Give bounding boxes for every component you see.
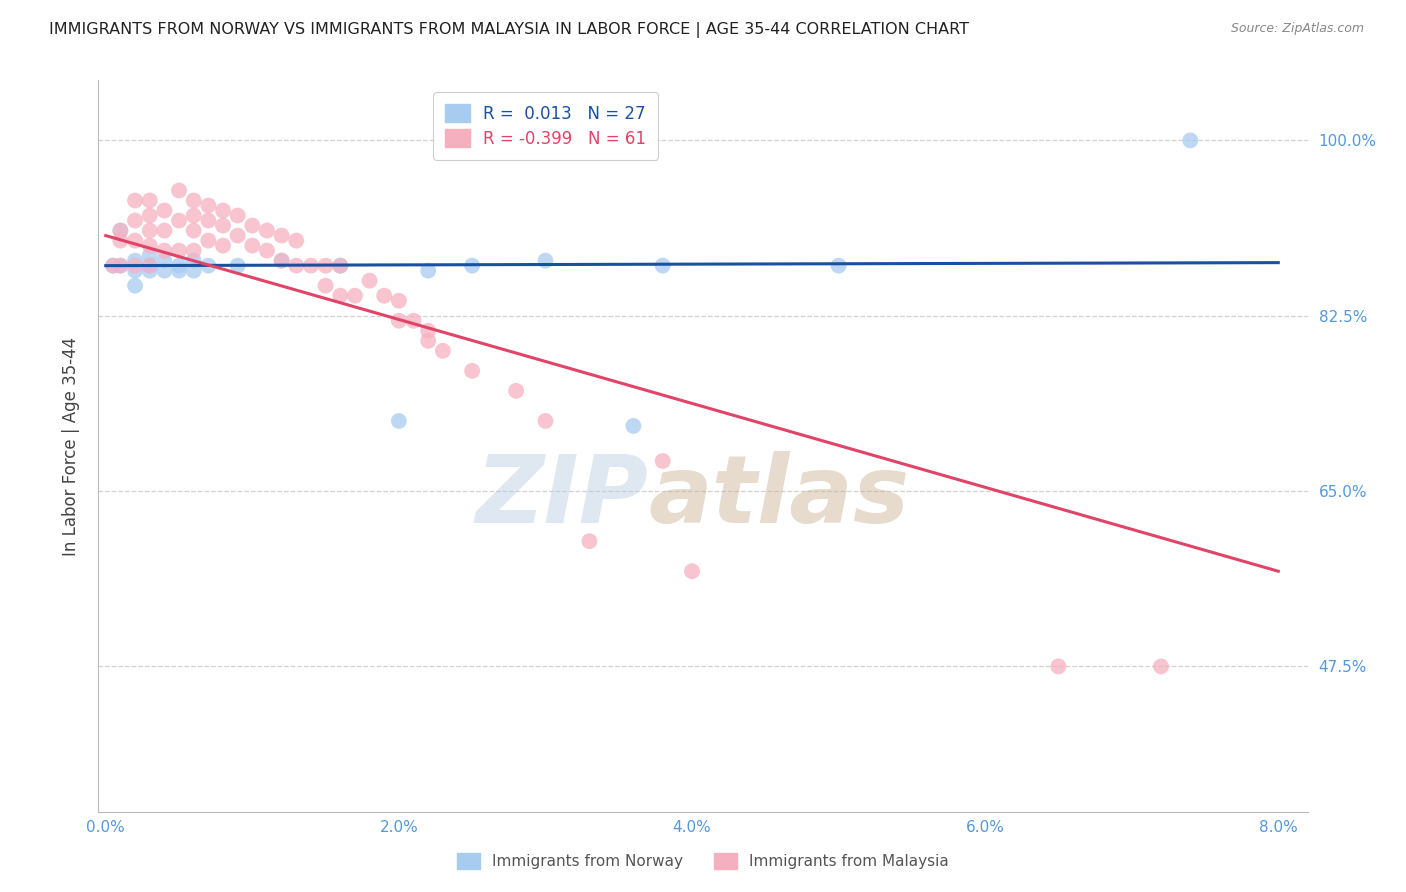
- Text: atlas: atlas: [648, 451, 910, 543]
- Point: [1150, 659, 1173, 673]
- Point: [101, 259, 124, 273]
- Legend: R =  0.013   N = 27, R = -0.399   N = 61: R = 0.013 N = 27, R = -0.399 N = 61: [433, 92, 658, 160]
- Point: [256, 223, 278, 237]
- Point: [388, 293, 411, 308]
- Point: [388, 414, 411, 428]
- Point: [183, 194, 205, 208]
- Point: [167, 263, 190, 277]
- Point: [197, 259, 219, 273]
- Point: [153, 223, 176, 237]
- Point: [138, 263, 160, 277]
- Point: [101, 259, 124, 273]
- Point: [402, 314, 425, 328]
- Point: [138, 249, 160, 263]
- Point: [153, 263, 176, 277]
- Text: ZIP: ZIP: [475, 451, 648, 543]
- Point: [651, 454, 673, 468]
- Point: [1180, 133, 1202, 147]
- Point: [110, 259, 132, 273]
- Text: IMMIGRANTS FROM NORWAY VS IMMIGRANTS FROM MALAYSIA IN LABOR FORCE | AGE 35-44 CO: IMMIGRANTS FROM NORWAY VS IMMIGRANTS FRO…: [49, 22, 969, 38]
- Point: [153, 253, 176, 268]
- Text: Source: ZipAtlas.com: Source: ZipAtlas.com: [1230, 22, 1364, 36]
- Point: [212, 219, 235, 233]
- Point: [226, 209, 249, 223]
- Point: [418, 324, 440, 338]
- Point: [153, 203, 176, 218]
- Point: [197, 198, 219, 212]
- Point: [578, 534, 600, 549]
- Y-axis label: In Labor Force | Age 35-44: In Labor Force | Age 35-44: [62, 336, 80, 556]
- Point: [110, 234, 132, 248]
- Point: [621, 419, 644, 434]
- Point: [124, 234, 146, 248]
- Point: [461, 259, 484, 273]
- Point: [388, 314, 411, 328]
- Point: [329, 259, 352, 273]
- Point: [138, 209, 160, 223]
- Point: [534, 253, 557, 268]
- Point: [167, 213, 190, 227]
- Point: [681, 564, 703, 578]
- Point: [197, 213, 219, 227]
- Point: [329, 289, 352, 303]
- Point: [285, 234, 308, 248]
- Point: [124, 213, 146, 227]
- Point: [124, 263, 146, 277]
- Point: [138, 238, 160, 252]
- Point: [183, 209, 205, 223]
- Point: [183, 253, 205, 268]
- Point: [651, 259, 673, 273]
- Point: [505, 384, 527, 398]
- Point: [343, 289, 366, 303]
- Point: [138, 259, 160, 273]
- Point: [270, 253, 292, 268]
- Point: [461, 364, 484, 378]
- Point: [110, 259, 132, 273]
- Point: [124, 253, 146, 268]
- Point: [124, 194, 146, 208]
- Point: [183, 223, 205, 237]
- Point: [138, 194, 160, 208]
- Point: [226, 259, 249, 273]
- Point: [256, 244, 278, 258]
- Point: [226, 228, 249, 243]
- Point: [183, 263, 205, 277]
- Point: [110, 223, 132, 237]
- Point: [418, 263, 440, 277]
- Point: [315, 278, 337, 293]
- Point: [197, 234, 219, 248]
- Point: [167, 184, 190, 198]
- Point: [270, 228, 292, 243]
- Point: [270, 253, 292, 268]
- Point: [212, 238, 235, 252]
- Point: [110, 223, 132, 237]
- Point: [1047, 659, 1070, 673]
- Point: [183, 244, 205, 258]
- Point: [138, 223, 160, 237]
- Point: [299, 259, 322, 273]
- Point: [240, 219, 263, 233]
- Point: [138, 259, 160, 273]
- Point: [827, 259, 849, 273]
- Point: [315, 259, 337, 273]
- Point: [359, 274, 381, 288]
- Point: [534, 414, 557, 428]
- Point: [373, 289, 395, 303]
- Point: [167, 259, 190, 273]
- Point: [153, 244, 176, 258]
- Point: [240, 238, 263, 252]
- Point: [285, 259, 308, 273]
- Point: [212, 203, 235, 218]
- Point: [124, 259, 146, 273]
- Point: [124, 278, 146, 293]
- Point: [432, 343, 454, 358]
- Point: [329, 259, 352, 273]
- Point: [167, 244, 190, 258]
- Point: [418, 334, 440, 348]
- Legend: Immigrants from Norway, Immigrants from Malaysia: Immigrants from Norway, Immigrants from …: [451, 847, 955, 875]
